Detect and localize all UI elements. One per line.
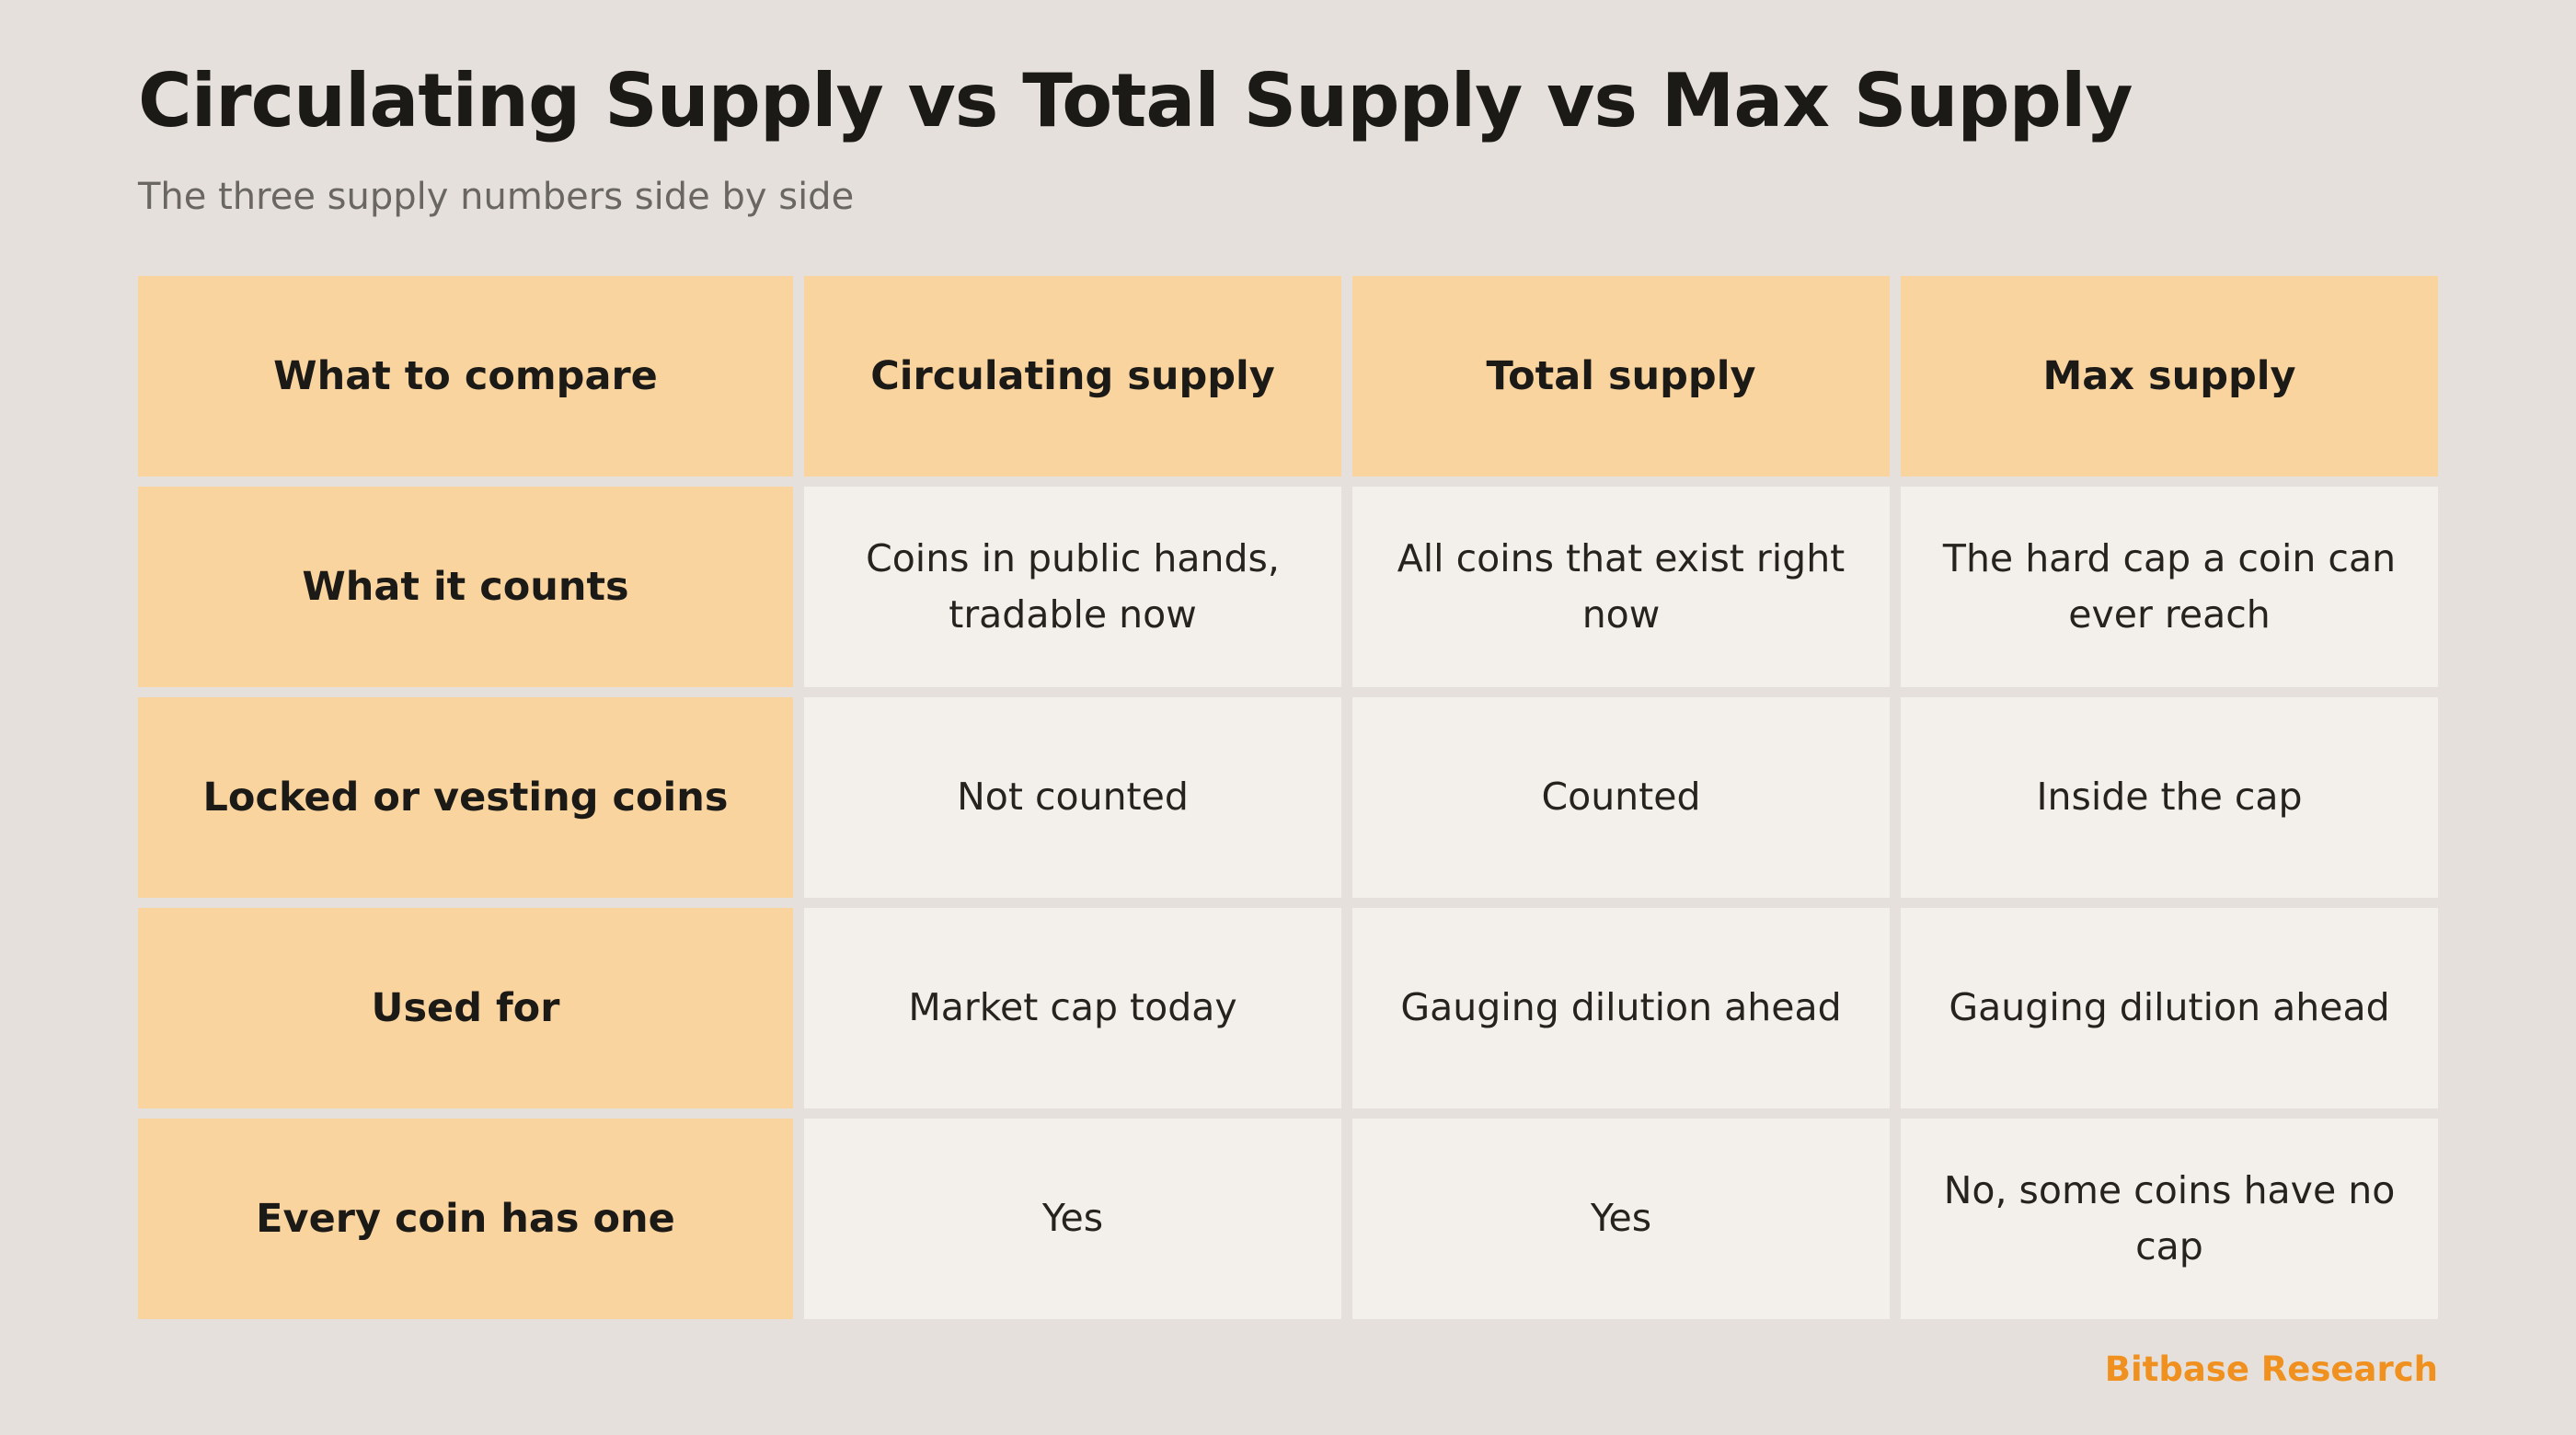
table-cell: Gauging dilution ahead bbox=[1901, 908, 2438, 1108]
table-cell: Yes bbox=[1352, 1119, 1890, 1319]
table-cell: Coins in public hands, tradable now bbox=[804, 487, 1341, 687]
table-cell: Inside the cap bbox=[1901, 697, 2438, 898]
table-cell: Not counted bbox=[804, 697, 1341, 898]
table-header-cell: Total supply bbox=[1352, 276, 1890, 476]
table-header-cell: Circulating supply bbox=[804, 276, 1341, 476]
brand-label: Bitbase Research bbox=[2104, 1349, 2438, 1389]
page-subtitle: The three supply numbers side by side bbox=[138, 176, 855, 218]
page-title: Circulating Supply vs Total Supply vs Ma… bbox=[138, 58, 2133, 144]
table-cell: Yes bbox=[804, 1119, 1341, 1319]
table-cell: No, some coins have no cap bbox=[1901, 1119, 2438, 1319]
table-header-cell: What to compare bbox=[138, 276, 793, 476]
table-cell: Counted bbox=[1352, 697, 1890, 898]
table-cell: The hard cap a coin can ever reach bbox=[1901, 487, 2438, 687]
table-cell: All coins that exist right now bbox=[1352, 487, 1890, 687]
row-label: Used for bbox=[138, 908, 793, 1108]
table-cell: Gauging dilution ahead bbox=[1352, 908, 1890, 1108]
comparison-table: What to compare Circulating supply Total… bbox=[138, 276, 2438, 1319]
row-label: Every coin has one bbox=[138, 1119, 793, 1319]
row-label: What it counts bbox=[138, 487, 793, 687]
row-label: Locked or vesting coins bbox=[138, 697, 793, 898]
table-header-cell: Max supply bbox=[1901, 276, 2438, 476]
table-cell: Market cap today bbox=[804, 908, 1341, 1108]
